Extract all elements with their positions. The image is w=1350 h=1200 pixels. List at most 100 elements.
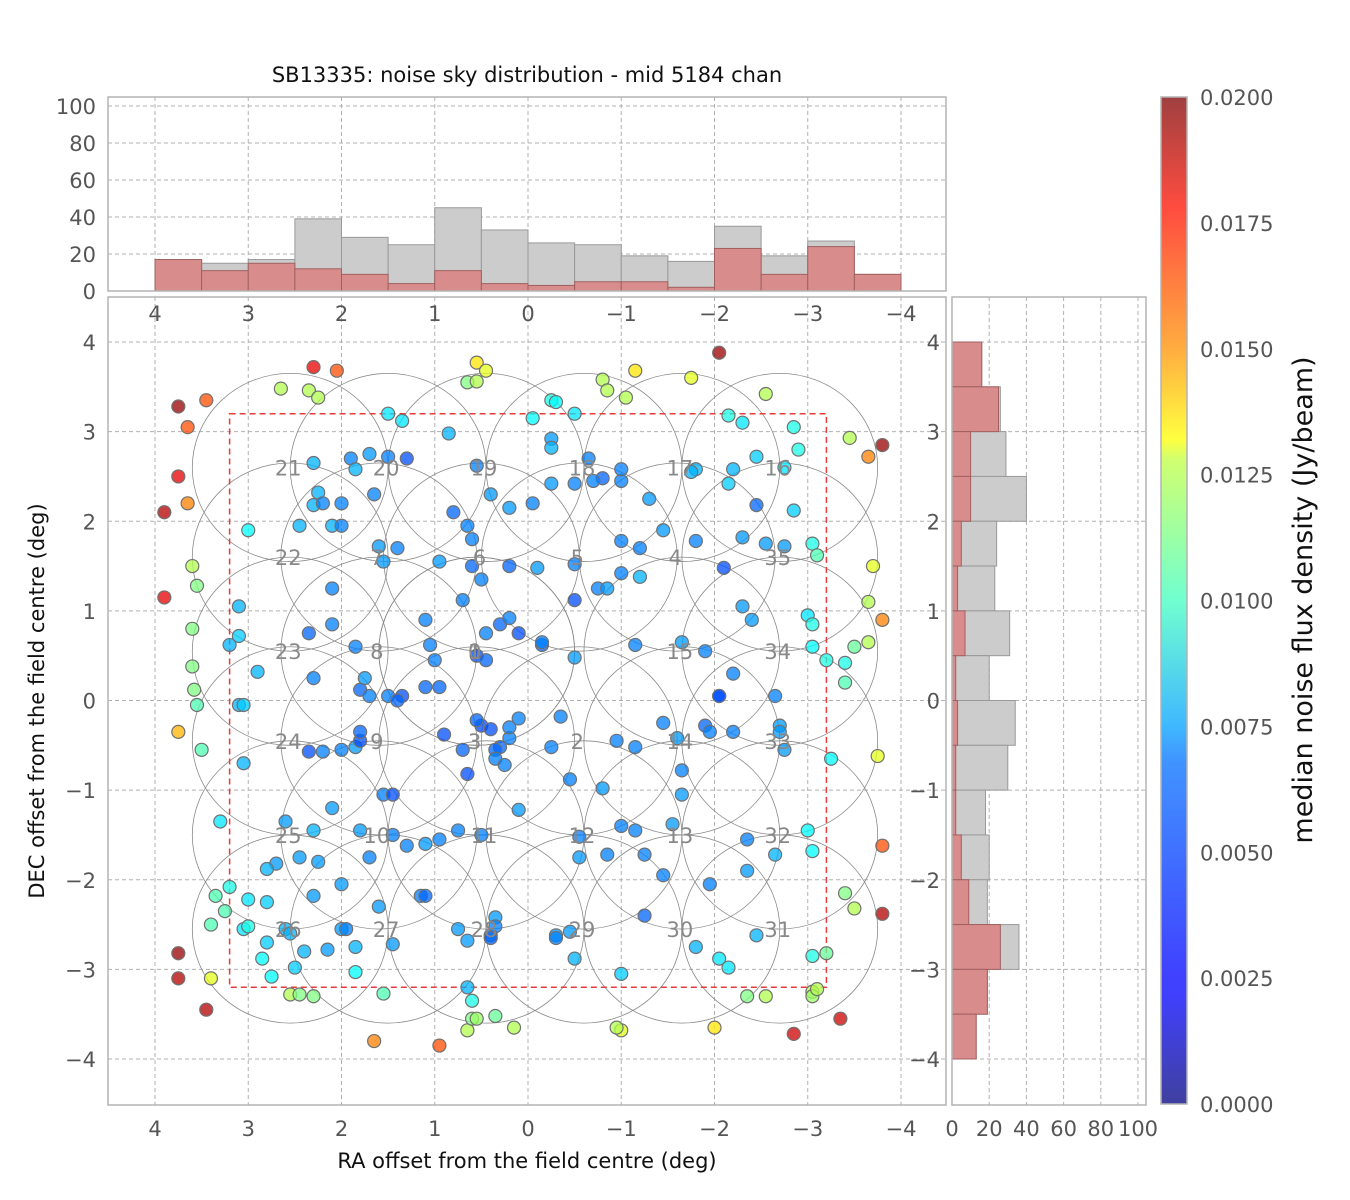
noise-point xyxy=(674,763,689,778)
noise-point xyxy=(768,688,783,704)
beam-circle xyxy=(280,462,478,652)
beam-label: 35 xyxy=(764,546,791,570)
beam-label: 19 xyxy=(471,456,498,480)
noise-point xyxy=(432,832,447,847)
noise-point xyxy=(236,697,251,713)
top-hist-bar-high xyxy=(201,270,249,292)
top-y-tick-label: 20 xyxy=(69,243,96,267)
y-tick-label: −1 xyxy=(65,779,96,803)
noise-point xyxy=(180,420,195,435)
noise-point xyxy=(600,383,615,398)
noise-point xyxy=(334,496,349,511)
noise-point xyxy=(837,886,853,901)
noise-point xyxy=(469,458,484,473)
beam-label: 11 xyxy=(471,824,498,848)
right-x-tick-label: 80 xyxy=(1087,1117,1114,1141)
noise-point xyxy=(735,599,750,614)
noise-point xyxy=(614,966,629,981)
noise-point xyxy=(469,713,484,728)
beam-circle xyxy=(191,372,389,562)
noise-point xyxy=(595,781,610,796)
top-hist-bar-high xyxy=(853,273,902,292)
top-hist-bar-high xyxy=(714,247,762,292)
noise-point xyxy=(306,359,321,375)
noise-point xyxy=(670,731,685,746)
noise-point xyxy=(600,847,615,862)
noise-point xyxy=(637,908,652,923)
noise-point xyxy=(833,1011,848,1026)
x-tick-label-top: 4 xyxy=(148,302,161,326)
noise-point xyxy=(259,861,274,877)
noise-point xyxy=(297,944,312,959)
noise-point xyxy=(614,566,629,581)
noise-point xyxy=(464,993,480,1008)
beam-circle xyxy=(280,646,478,836)
noise-point xyxy=(203,971,219,986)
noise-point xyxy=(586,473,601,489)
beam-label: 33 xyxy=(764,730,791,754)
x-tick-label-top: −1 xyxy=(606,302,637,326)
noise-point xyxy=(548,394,564,410)
top-hist-bar-high xyxy=(341,273,389,292)
noise-point xyxy=(432,1038,447,1053)
noise-point xyxy=(199,1002,214,1017)
beam-label: 22 xyxy=(275,546,302,570)
top-hist-bar-high xyxy=(807,246,855,292)
colorbar-tick-label: 0.0000 xyxy=(1200,1093,1273,1117)
top-hist-bar-high xyxy=(434,270,482,292)
noise-point xyxy=(464,558,480,574)
noise-point xyxy=(469,1011,484,1026)
noise-point xyxy=(805,536,820,551)
right-hist-bar-high xyxy=(951,834,962,881)
right-hist-bar-all xyxy=(951,789,986,836)
noise-point xyxy=(353,823,368,838)
noise-point xyxy=(306,823,321,838)
x-tick-label-top: −3 xyxy=(792,302,823,326)
y-tick-label: −4 xyxy=(65,1048,96,1072)
top-y-tick-label: 80 xyxy=(69,132,96,156)
noise-point xyxy=(315,744,330,759)
noise-point xyxy=(870,748,885,764)
right-hist-bar-high xyxy=(951,431,972,477)
beam-label: 25 xyxy=(275,824,302,848)
noise-point xyxy=(809,981,825,997)
noise-point xyxy=(805,639,820,654)
x-tick-label: −3 xyxy=(792,1117,823,1141)
noise-point xyxy=(474,572,489,587)
noise-point xyxy=(758,989,773,1004)
beam-label: 16 xyxy=(764,456,791,480)
beam-label: 15 xyxy=(666,640,693,664)
x-tick-label: −4 xyxy=(886,1117,917,1141)
noise-point xyxy=(749,928,764,943)
y-axis-label: DEC offset from the field centre (deg) xyxy=(25,503,49,898)
noise-point xyxy=(483,722,498,737)
y-tick-label-right: −4 xyxy=(909,1048,940,1072)
right-hist-bar-high xyxy=(951,700,959,746)
noise-point xyxy=(567,650,582,665)
noise-point xyxy=(306,888,321,903)
noise-point xyxy=(474,827,489,843)
noise-point xyxy=(381,449,396,464)
noise-point xyxy=(367,1033,382,1049)
noise-point xyxy=(749,449,764,464)
noise-point xyxy=(436,727,452,742)
noise-point xyxy=(157,590,172,605)
noise-point xyxy=(544,440,559,455)
noise-point xyxy=(865,558,881,574)
noise-point xyxy=(735,415,750,430)
beam-label: 26 xyxy=(275,918,302,942)
noise-point xyxy=(273,381,288,396)
noise-point xyxy=(213,814,228,829)
noise-point xyxy=(348,462,363,477)
beam-label: 1 xyxy=(468,640,481,664)
noise-point xyxy=(432,679,447,695)
noise-point xyxy=(861,449,876,464)
noise-point xyxy=(665,817,680,832)
noise-point xyxy=(334,518,349,533)
noise-point xyxy=(306,670,321,686)
noise-point xyxy=(837,655,853,670)
y-tick-label: 4 xyxy=(83,331,96,355)
y-tick-label-right: 2 xyxy=(927,510,940,534)
noise-point xyxy=(656,868,671,883)
